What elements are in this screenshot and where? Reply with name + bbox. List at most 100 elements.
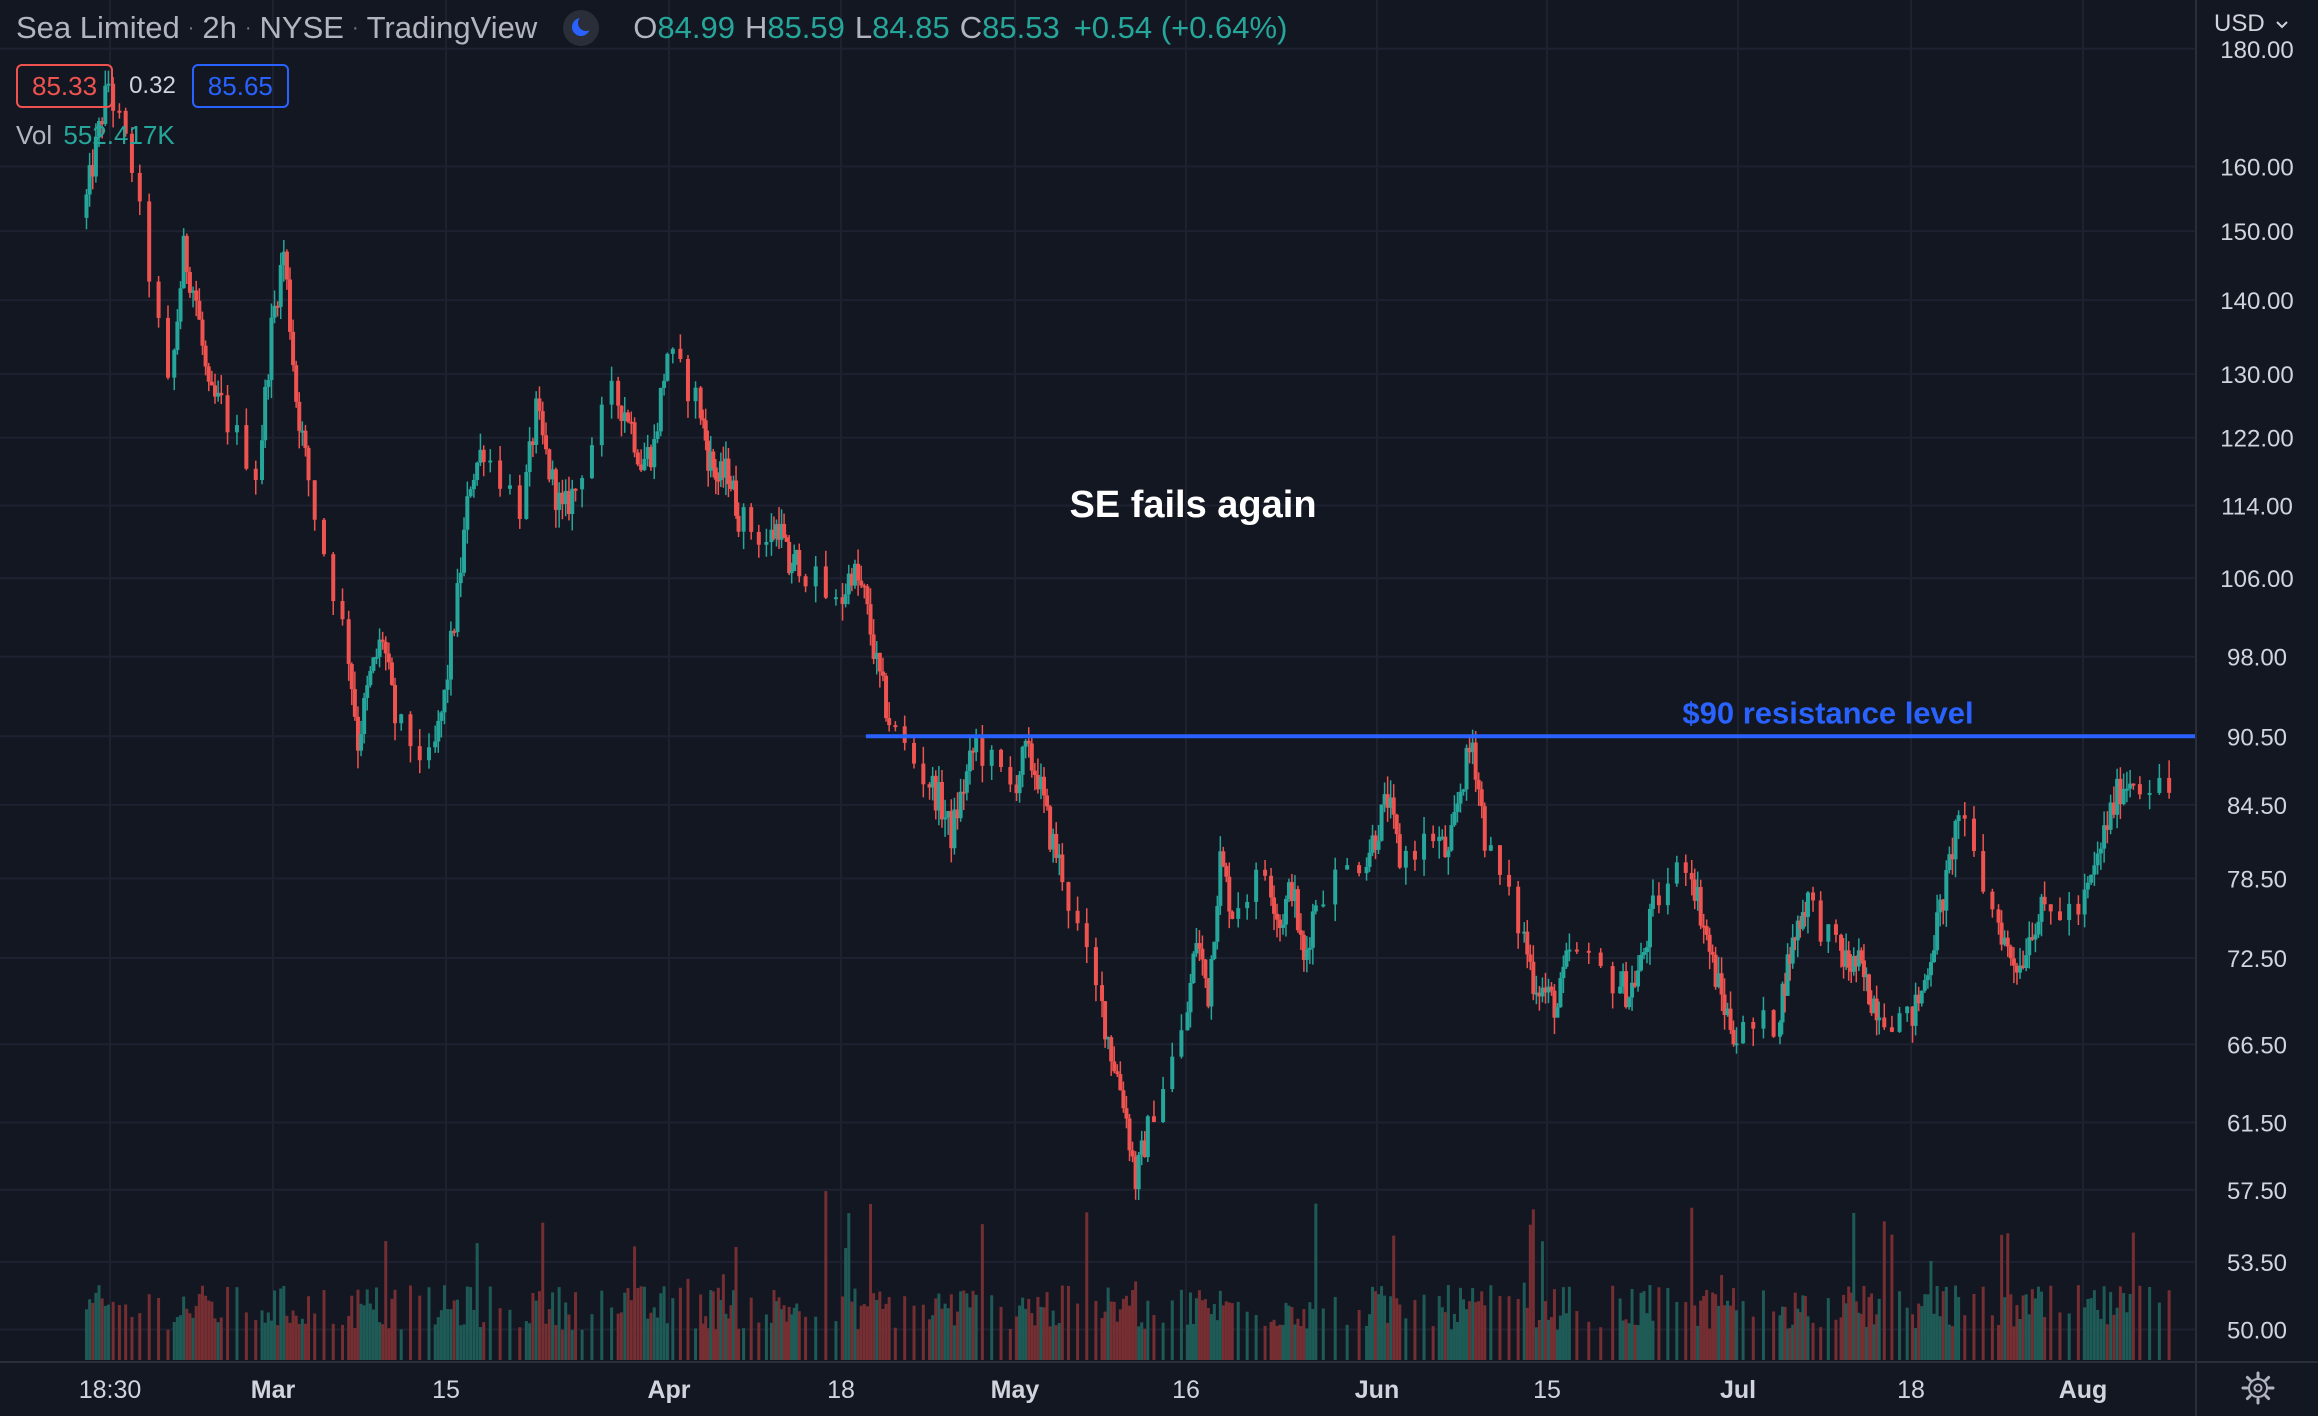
- candle[interactable]: [2108, 794, 2113, 835]
- candle[interactable]: [1151, 1100, 1156, 1123]
- candle[interactable]: [1725, 1002, 1730, 1017]
- candle[interactable]: [846, 564, 851, 605]
- candle[interactable]: [1084, 908, 1089, 964]
- candle[interactable]: [2027, 921, 2032, 969]
- candle[interactable]: [1391, 784, 1396, 829]
- candle[interactable]: [547, 448, 552, 483]
- candle[interactable]: [813, 555, 818, 603]
- candle[interactable]: [1713, 946, 1718, 990]
- candle[interactable]: [1549, 982, 1554, 996]
- candle[interactable]: [2030, 922, 2035, 941]
- candle[interactable]: [670, 347, 675, 364]
- candle[interactable]: [787, 535, 792, 576]
- candle[interactable]: [393, 677, 398, 741]
- candle[interactable]: [1032, 762, 1037, 791]
- candle[interactable]: [1179, 1014, 1184, 1059]
- candle[interactable]: [1452, 795, 1457, 827]
- candle[interactable]: [209, 370, 214, 386]
- candle[interactable]: [1872, 995, 1877, 1014]
- candle[interactable]: [1139, 1130, 1144, 1166]
- candle[interactable]: [1385, 776, 1390, 822]
- candle[interactable]: [1674, 855, 1679, 887]
- candle[interactable]: [589, 437, 594, 480]
- candle[interactable]: [619, 405, 624, 437]
- candle[interactable]: [2131, 783, 2136, 790]
- candle[interactable]: [244, 408, 249, 471]
- candle[interactable]: [1761, 996, 1766, 1039]
- candle[interactable]: [203, 340, 208, 376]
- interval-label[interactable]: 2h: [202, 10, 237, 45]
- candle[interactable]: [1197, 930, 1202, 961]
- candle[interactable]: [803, 573, 808, 593]
- candle[interactable]: [1373, 830, 1378, 860]
- candle[interactable]: [1882, 1003, 1887, 1030]
- candle[interactable]: [197, 288, 202, 320]
- moon-icon[interactable]: [563, 10, 600, 46]
- candle[interactable]: [1598, 948, 1603, 969]
- candle[interactable]: [1771, 1009, 1776, 1038]
- candle[interactable]: [1455, 792, 1460, 823]
- candle[interactable]: [1115, 1064, 1120, 1078]
- candle[interactable]: [2005, 930, 2010, 957]
- candle[interactable]: [639, 449, 644, 473]
- candle[interactable]: [1236, 892, 1241, 928]
- candle[interactable]: [1981, 834, 1986, 894]
- candle[interactable]: [1935, 894, 1940, 955]
- candle[interactable]: [1206, 978, 1211, 1009]
- candle[interactable]: [1861, 944, 1866, 992]
- candle[interactable]: [949, 799, 954, 863]
- candle[interactable]: [1650, 879, 1655, 917]
- candle[interactable]: [1292, 875, 1297, 918]
- candle[interactable]: [921, 746, 926, 798]
- candle[interactable]: [840, 583, 845, 621]
- candle[interactable]: [1345, 857, 1350, 870]
- candle[interactable]: [137, 164, 142, 216]
- candle[interactable]: [1461, 788, 1466, 796]
- candle[interactable]: [665, 352, 670, 382]
- candle[interactable]: [961, 779, 966, 811]
- candle[interactable]: [2033, 923, 2038, 953]
- candle[interactable]: [609, 366, 614, 419]
- candle[interactable]: [1357, 861, 1362, 877]
- candle[interactable]: [1364, 857, 1369, 881]
- candle[interactable]: [711, 448, 716, 478]
- annotation-text[interactable]: SE fails again: [1069, 484, 1316, 526]
- candle[interactable]: [713, 459, 718, 495]
- candle[interactable]: [2095, 841, 2100, 875]
- candle[interactable]: [458, 557, 463, 598]
- candle[interactable]: [893, 721, 898, 732]
- candle[interactable]: [967, 734, 972, 785]
- candle[interactable]: [1826, 924, 1831, 954]
- candle[interactable]: [1127, 1113, 1132, 1162]
- candle[interactable]: [1692, 868, 1697, 910]
- candle[interactable]: [1689, 859, 1694, 896]
- candle[interactable]: [599, 396, 604, 457]
- candle[interactable]: [1941, 898, 1946, 925]
- candle[interactable]: [371, 657, 376, 674]
- candle[interactable]: [1805, 891, 1810, 934]
- candle[interactable]: [1534, 975, 1539, 1005]
- candle[interactable]: [468, 486, 473, 498]
- candle[interactable]: [1298, 913, 1303, 951]
- candle[interactable]: [2124, 771, 2129, 803]
- candle[interactable]: [764, 528, 769, 557]
- candle[interactable]: [156, 276, 161, 328]
- candle[interactable]: [1910, 1006, 1915, 1043]
- candle[interactable]: [340, 588, 345, 626]
- candle[interactable]: [721, 446, 726, 488]
- candle[interactable]: [865, 584, 870, 615]
- candle[interactable]: [1722, 978, 1727, 1030]
- candle[interactable]: [2024, 938, 2029, 972]
- candle[interactable]: [1449, 813, 1454, 852]
- candle[interactable]: [736, 502, 741, 538]
- candle[interactable]: [1928, 953, 1933, 987]
- candle[interactable]: [534, 391, 539, 454]
- candle[interactable]: [1790, 924, 1795, 969]
- candle[interactable]: [1388, 780, 1393, 819]
- candle[interactable]: [399, 713, 404, 731]
- candle[interactable]: [260, 424, 265, 485]
- candle[interactable]: [952, 797, 957, 855]
- candle[interactable]: [1130, 1141, 1135, 1163]
- candle[interactable]: [1467, 735, 1472, 764]
- candle[interactable]: [566, 476, 571, 521]
